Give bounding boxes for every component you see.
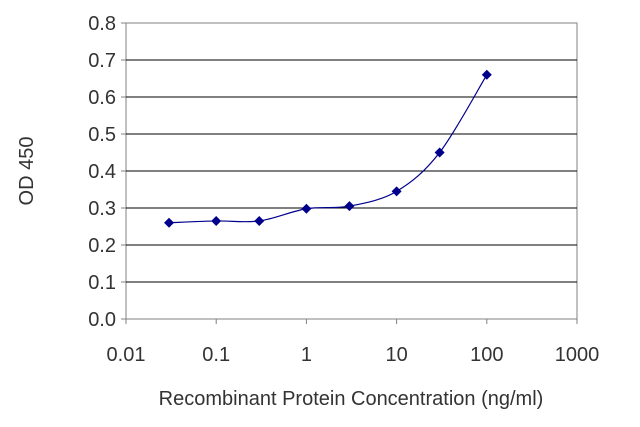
y-tick-label: 0.5: [88, 124, 116, 146]
y-tick-label: 0.2: [88, 235, 116, 257]
data-point: [164, 217, 175, 228]
y-tick-label: 0.1: [88, 272, 116, 294]
x-axis-ticks: 0.01 0.1 1 10 100 1000: [107, 319, 600, 366]
x-tick-label: 10: [385, 344, 407, 366]
data-point: [434, 147, 445, 158]
data-point: [254, 215, 265, 226]
y-tick-label: 0.3: [88, 198, 116, 220]
y-tick-label: 0.7: [88, 50, 116, 72]
y-axis-ticks: 0.0 0.1 0.2 0.3 0.4 0.5 0.6 0.7 0.8: [88, 13, 126, 331]
gridlines: [126, 59, 577, 283]
x-tick-label: 1000: [555, 344, 600, 366]
data-point: [301, 203, 312, 214]
x-tick-label: 100: [470, 344, 503, 366]
data-point: [211, 215, 222, 226]
x-tick-label: 0.1: [202, 344, 230, 366]
x-tick-label: 0.01: [107, 344, 146, 366]
y-tick-label: 0.0: [88, 309, 116, 331]
y-axis-title: OD 450: [16, 137, 38, 206]
y-tick-label: 0.4: [88, 161, 116, 183]
y-tick-label: 0.8: [88, 13, 116, 35]
data-point: [481, 69, 492, 80]
x-tick-label: 1: [301, 344, 312, 366]
data-points: [164, 69, 492, 228]
y-tick-label: 0.6: [88, 87, 116, 109]
data-point: [344, 201, 355, 212]
data-point: [391, 186, 402, 197]
x-axis-title: Recombinant Protein Concentration (ng/ml…: [159, 388, 544, 410]
